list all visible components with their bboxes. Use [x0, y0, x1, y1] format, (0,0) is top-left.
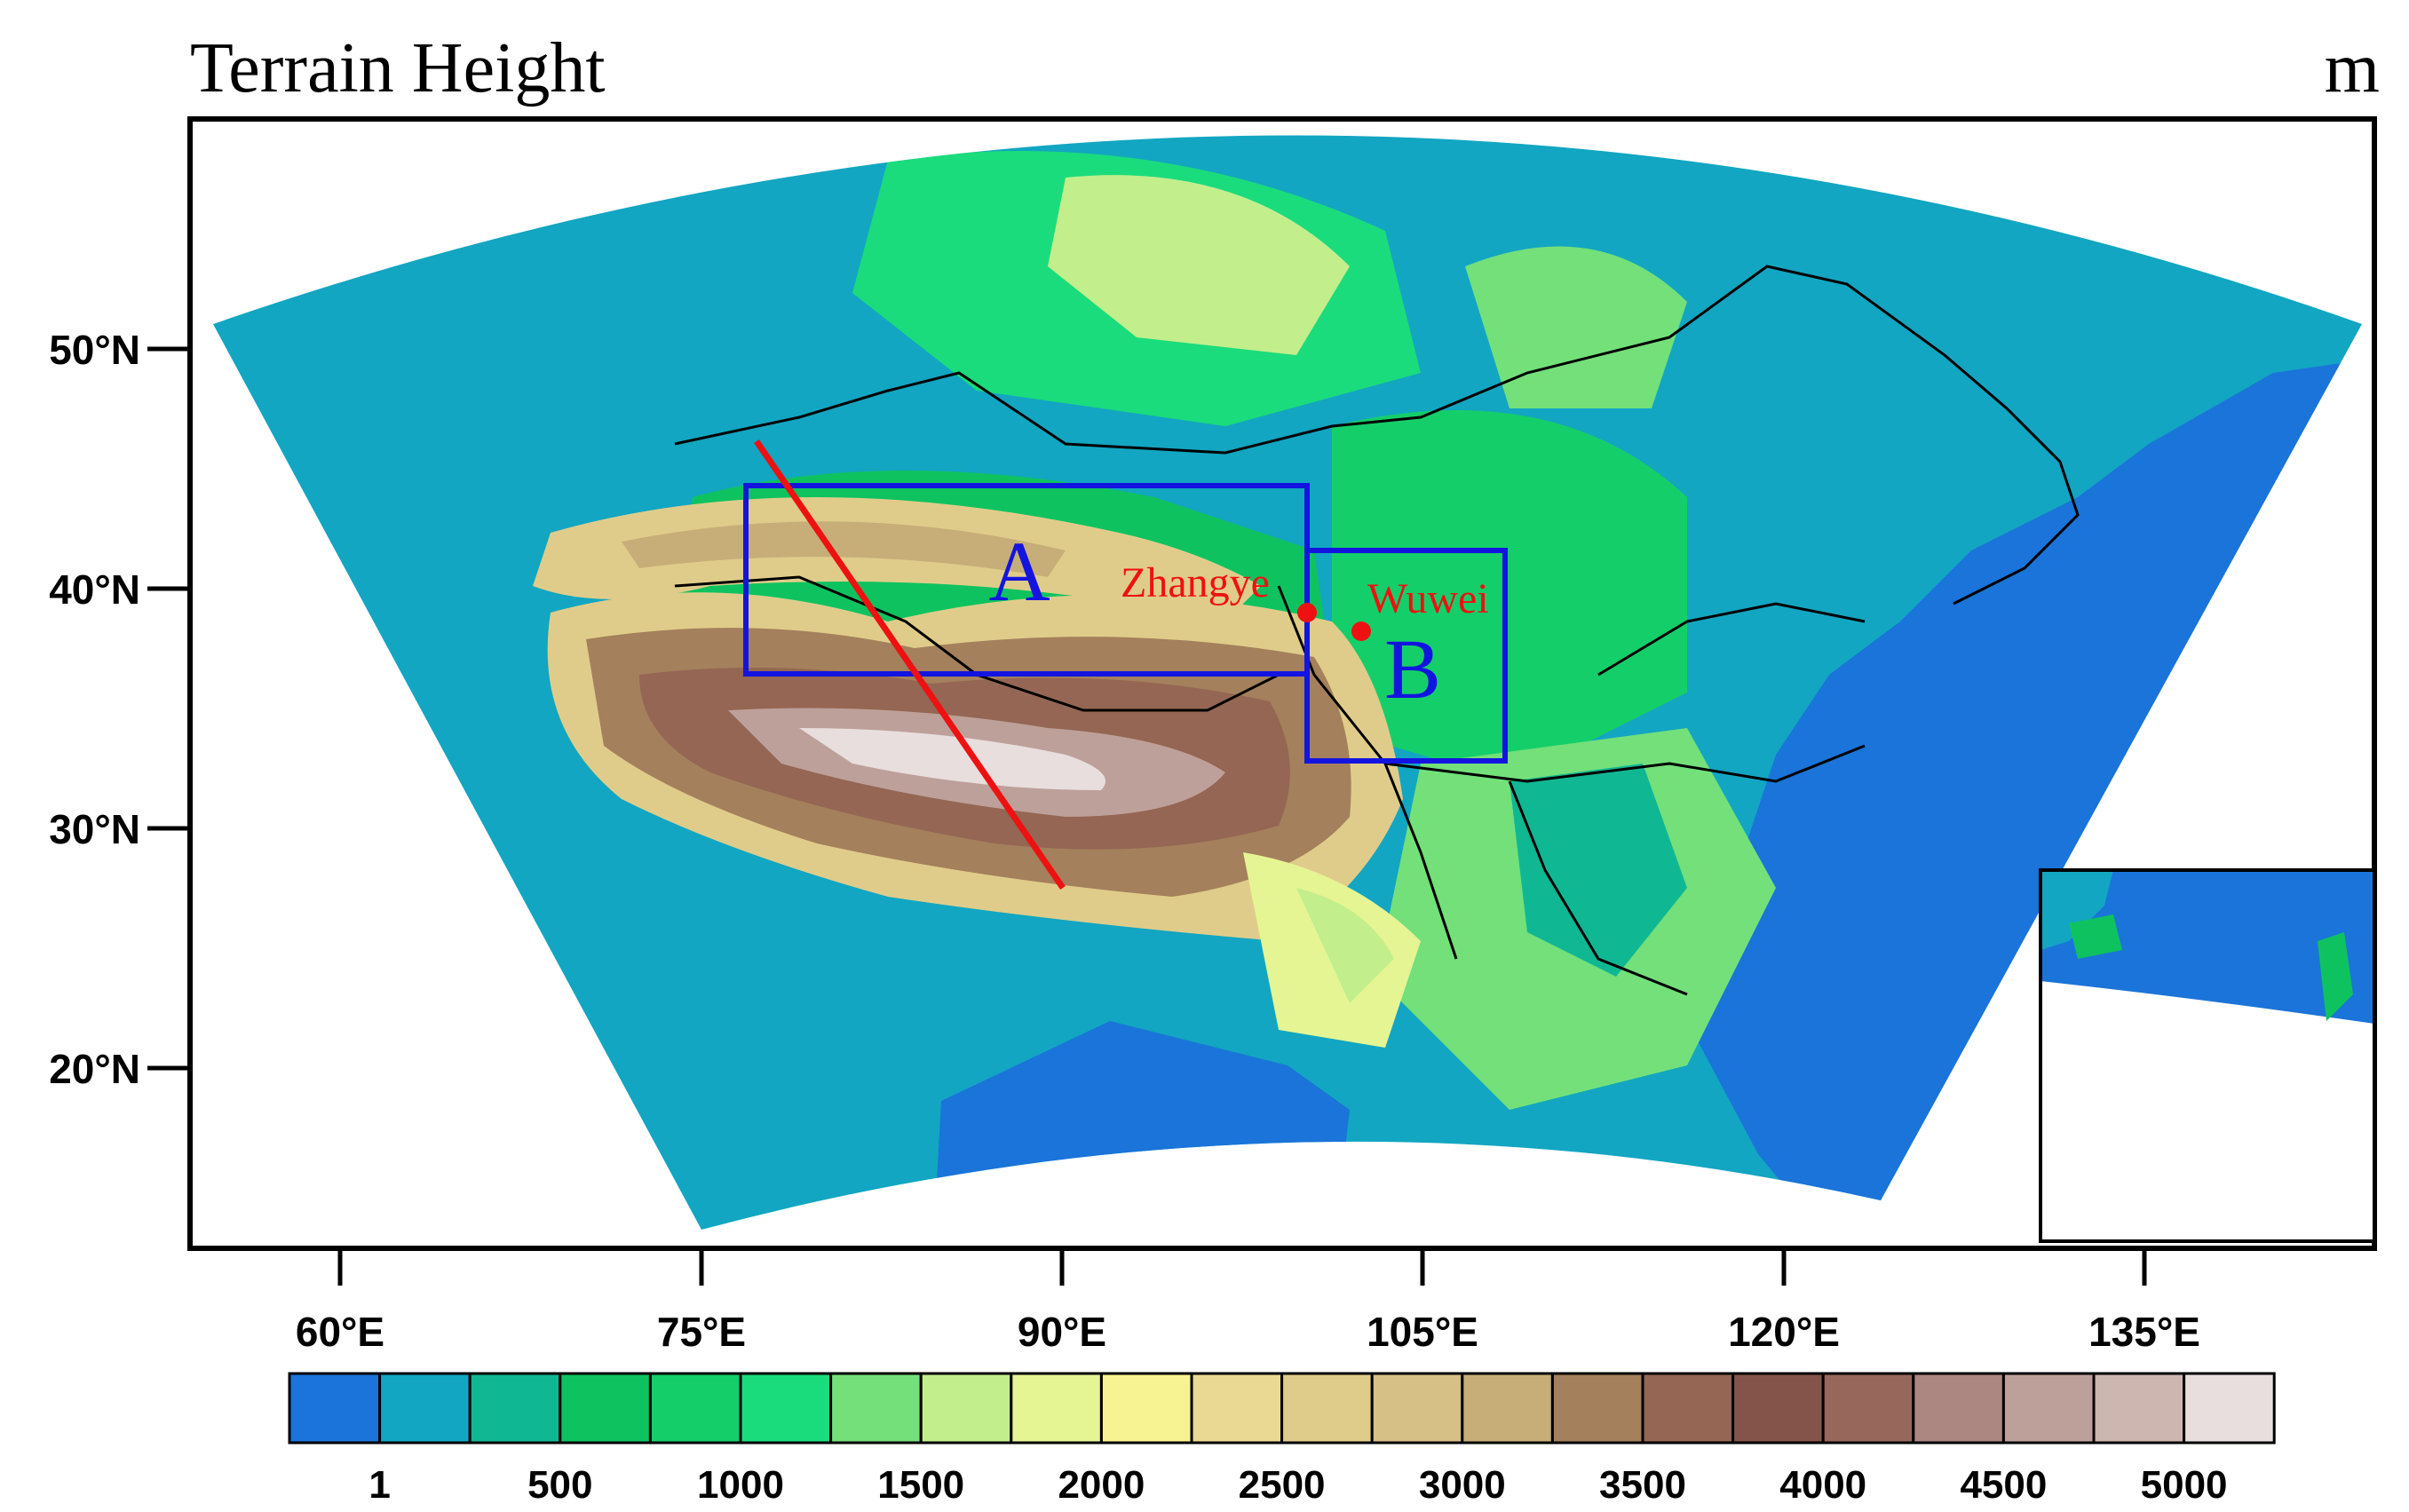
- colorbar-cell: [1461, 1372, 1554, 1445]
- colorbar-cell: [559, 1372, 652, 1445]
- lat-label-30: 30°N: [49, 806, 140, 852]
- lon-label-135: 135°E: [2088, 1309, 2200, 1355]
- colorbar-cell: [1370, 1372, 1464, 1445]
- colorbar: [288, 1372, 2276, 1445]
- lon-label-120: 120°E: [1728, 1309, 1840, 1355]
- region-b-box: [1304, 548, 1508, 764]
- colorbar-cell: [1641, 1372, 1735, 1445]
- lat-label-40: 40°N: [49, 566, 140, 613]
- colorbar-cell: [2001, 1372, 2096, 1445]
- colorbar-cell: [1550, 1372, 1644, 1445]
- wuwei-marker: [1351, 621, 1371, 641]
- colorbar-cell: [378, 1372, 471, 1445]
- colorbar-label: 2000: [1058, 1463, 1145, 1507]
- colorbar-cell: [1190, 1372, 1284, 1445]
- inset-map: [2039, 868, 2376, 1243]
- lon-label-60: 60°E: [296, 1309, 384, 1355]
- colorbar-cell: [1821, 1372, 1915, 1445]
- colorbar-labels: 1 500 1000 1500 2000 2500 3000 3500 4000 4500 5000: [368, 1463, 2227, 1507]
- zhangye-marker: [1297, 603, 1317, 622]
- lon-label-105: 105°E: [1367, 1309, 1478, 1355]
- longitude-axis: [337, 1248, 2147, 1286]
- colorbar-label: 2500: [1239, 1463, 1326, 1507]
- colorbar-label: 3000: [1419, 1463, 1506, 1507]
- colorbar-cell: [1912, 1372, 2005, 1445]
- colorbar-label: 500: [527, 1463, 592, 1507]
- colorbar-cell: [739, 1372, 833, 1445]
- colorbar-label: 5000: [2141, 1463, 2228, 1507]
- cross-section-line: [754, 439, 1066, 890]
- colorbar-cell: [1280, 1372, 1374, 1445]
- colorbar-label: 4000: [1779, 1463, 1866, 1507]
- unit-label: m: [2325, 29, 2380, 107]
- region-b-label: B: [1384, 621, 1441, 716]
- region-a-label: A: [988, 524, 1050, 619]
- lon-label-75: 75°E: [657, 1309, 746, 1355]
- colorbar-label: 3500: [1599, 1463, 1686, 1507]
- lat-label-50: 50°N: [49, 327, 140, 373]
- colorbar-cell: [1099, 1372, 1193, 1445]
- colorbar-cell: [648, 1372, 742, 1445]
- wuwei-label: Wuwei: [1367, 575, 1489, 622]
- colorbar-cell: [1731, 1372, 1825, 1445]
- colorbar-cell: [2092, 1372, 2186, 1445]
- colorbar-cell: [288, 1372, 382, 1445]
- zhangye-label: Zhangye: [1121, 559, 1270, 606]
- colorbar-label: 4500: [1960, 1463, 2047, 1507]
- colorbar-cell: [2183, 1372, 2276, 1445]
- colorbar-cell: [1010, 1372, 1103, 1445]
- map-frame: [187, 116, 2377, 1251]
- colorbar-cell: [829, 1372, 923, 1445]
- colorbar-cell: [468, 1372, 562, 1445]
- colorbar-label: 1500: [877, 1463, 964, 1507]
- lat-label-20: 20°N: [49, 1046, 140, 1092]
- terrain-domain: [213, 135, 2362, 1230]
- colorbar-cell: [919, 1372, 1013, 1445]
- colorbar-label: 1000: [697, 1463, 784, 1507]
- latitude-axis: [147, 346, 190, 1071]
- map-title: Terrain Height: [190, 29, 606, 107]
- colorbar-label: 1: [368, 1463, 390, 1507]
- lon-label-90: 90°E: [1018, 1309, 1106, 1355]
